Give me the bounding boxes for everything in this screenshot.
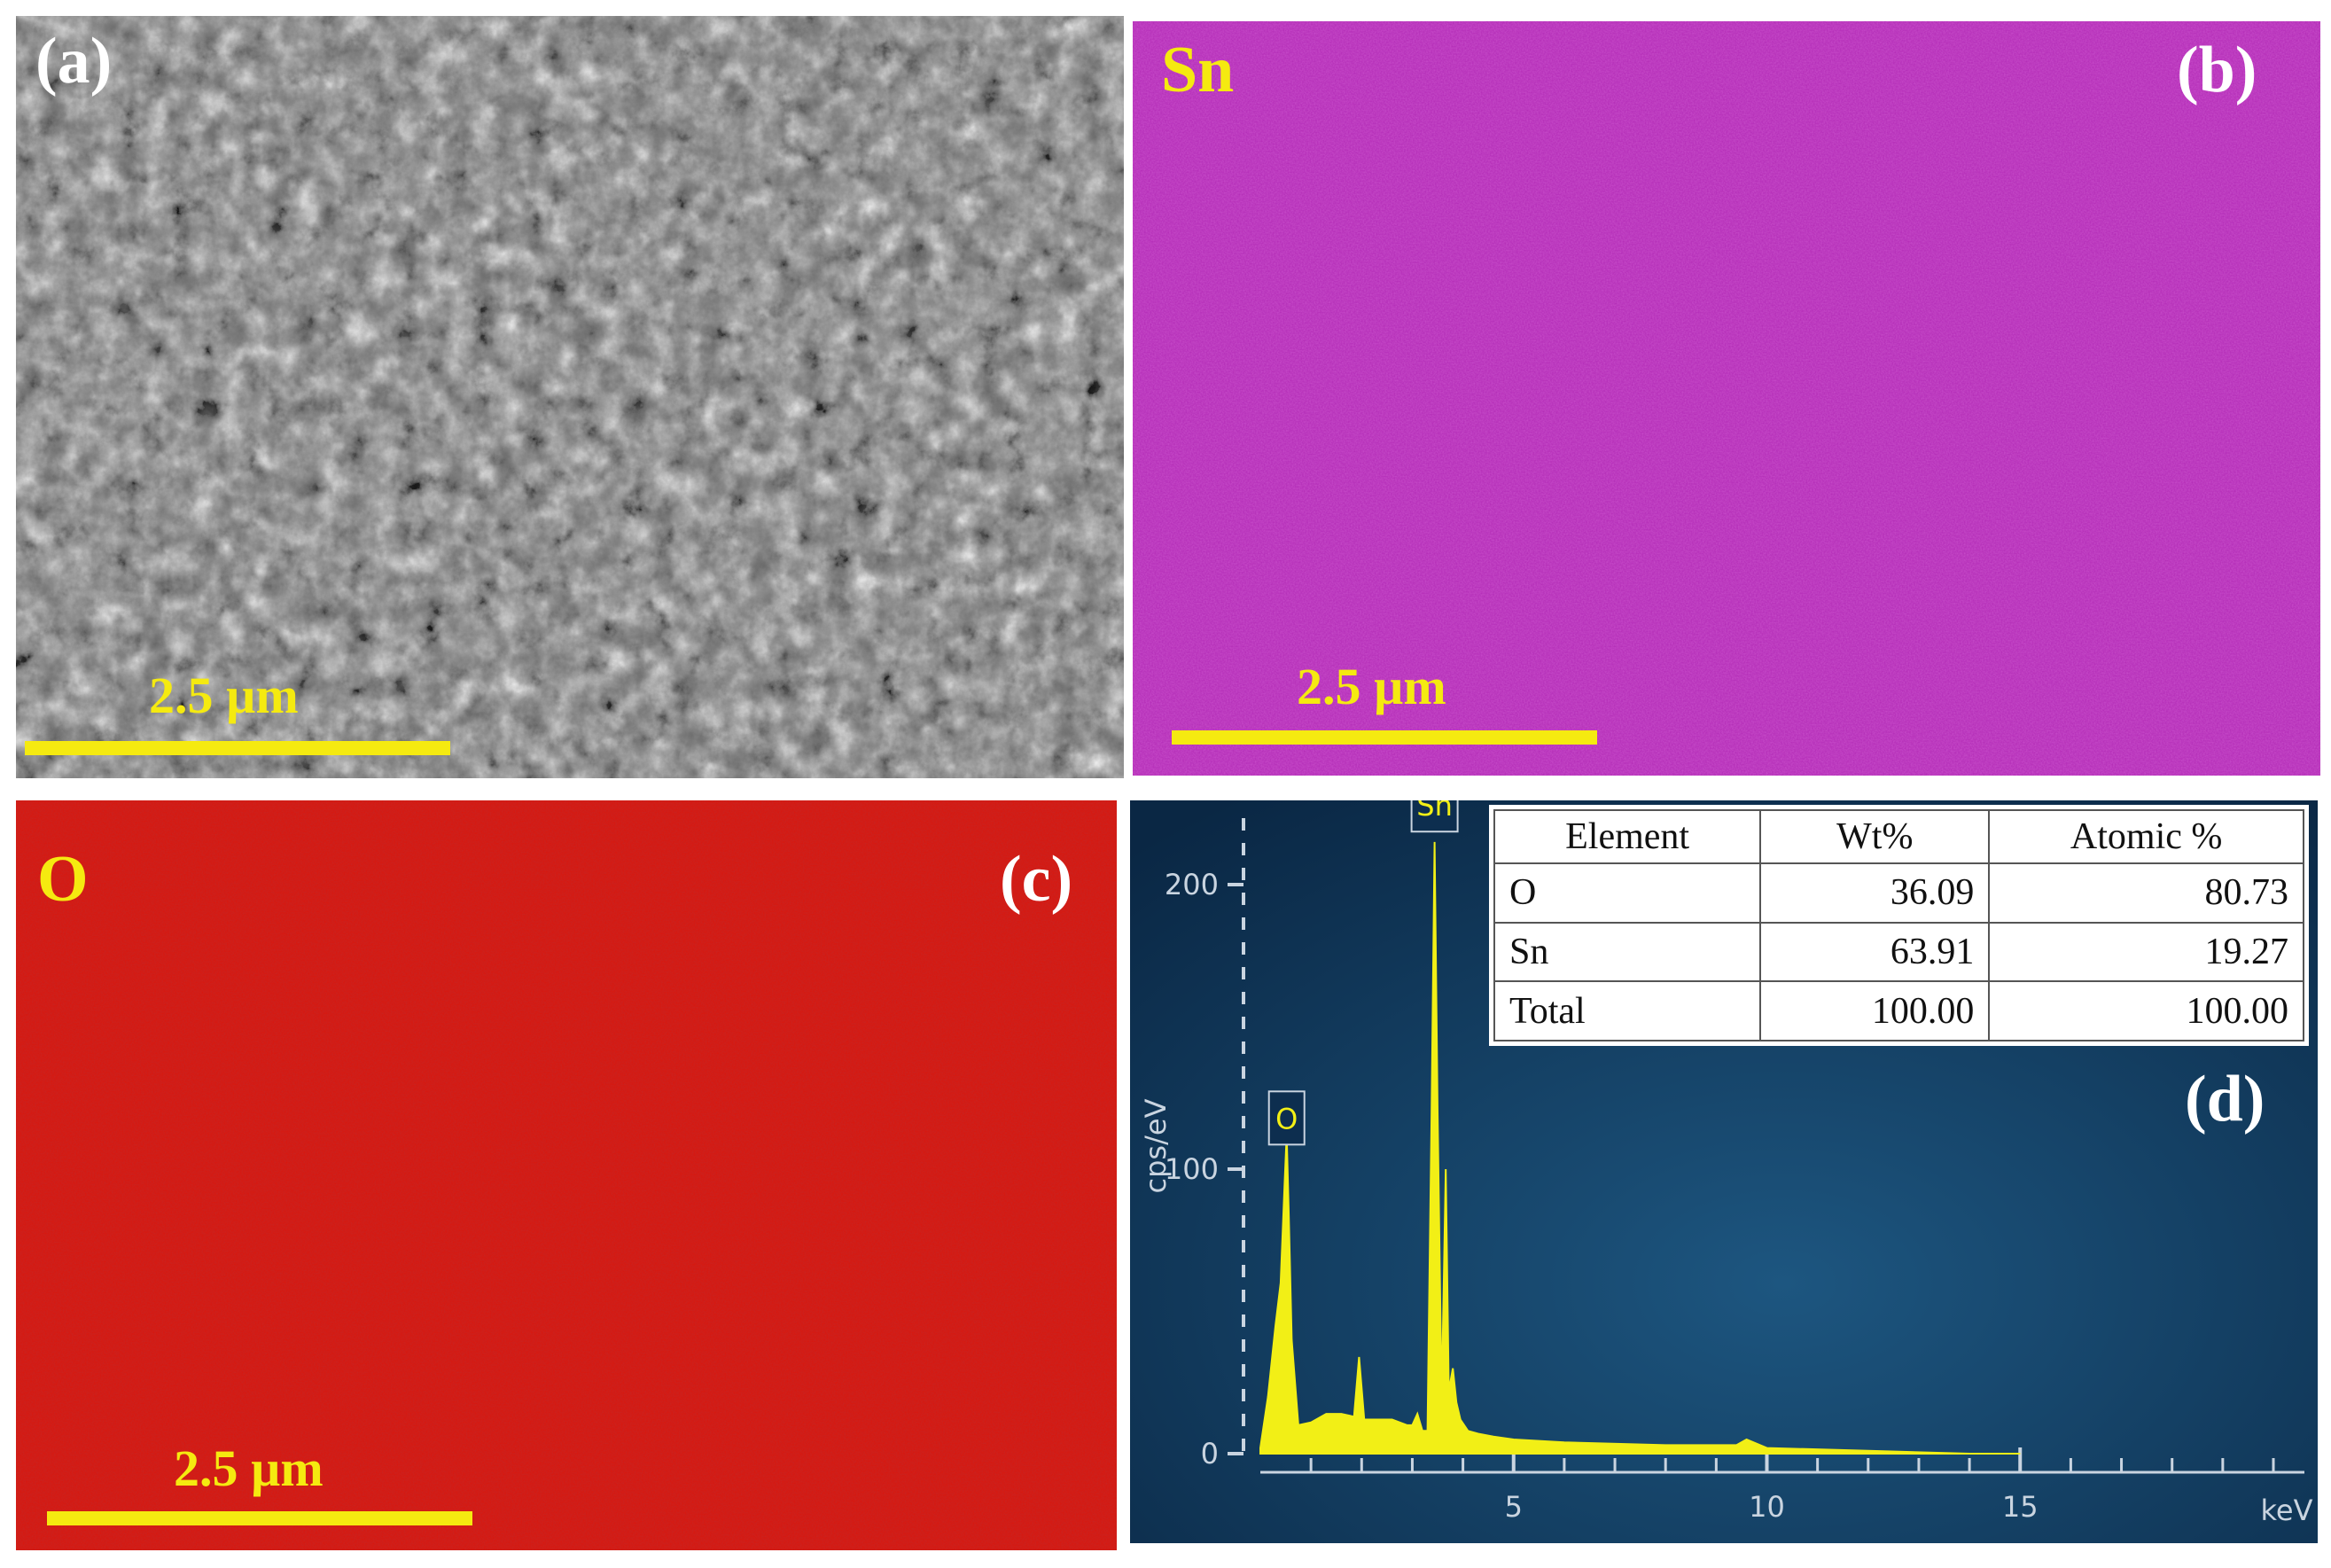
panel-d-eds-spectrum: 5 10 15 0 100 200 O Sn cps/eV keV Element Wt% … [1130, 800, 2318, 1543]
peak-label-o: O [1267, 1090, 1306, 1146]
sem-texture [16, 16, 1124, 778]
panel-c-tag: (c) [1000, 843, 1073, 916]
table-header-element: Element [1493, 809, 1762, 864]
y-tick-label: 0 [1201, 1437, 1219, 1470]
peak-label-text: O [1275, 1102, 1298, 1135]
table-cell: 80.73 [1988, 862, 2304, 924]
x-tick-label: 15 [2002, 1490, 2039, 1524]
panel-a-scale-bar [25, 741, 450, 755]
table-row: O 36.09 80.73 [1493, 862, 2304, 924]
table-row: Total 100.00 100.00 [1493, 980, 2304, 1041]
panel-c-scale-bar [47, 1511, 472, 1525]
spectrum-series [1259, 841, 2021, 1455]
eds-composition-table: Element Wt% Atomic % O 36.09 80.73 Sn 63… [1493, 809, 2304, 1041]
table-cell: Total [1493, 980, 1762, 1041]
panel-c-element-label: O [37, 843, 89, 916]
panel-b-scale-bar [1172, 730, 1597, 745]
table-row: Sn 63.91 19.27 [1493, 921, 2304, 983]
table-cell: Sn [1493, 921, 1762, 983]
y-tick-label: 100 [1165, 1152, 1219, 1186]
sn-map-texture [1133, 21, 2320, 776]
peak-label-text: Sn [1416, 800, 1453, 823]
x-tick-label: 10 [1749, 1490, 1785, 1524]
o-map-texture [16, 800, 1117, 1550]
table-cell: 19.27 [1988, 921, 2304, 983]
panel-a-sem-image: (a) 2.5 µm [16, 16, 1124, 778]
panel-b-sn-map: Sn (b) 2.5 µm [1133, 21, 2320, 776]
table-cell: 100.00 [1759, 980, 1991, 1041]
panel-c-scale-label: 2.5 µm [174, 1439, 324, 1497]
panel-b-scale-label: 2.5 µm [1297, 658, 1446, 715]
table-cell: 100.00 [1988, 980, 2304, 1041]
peak-label-sn: Sn [1410, 800, 1459, 833]
panel-a-tag: (a) [35, 25, 113, 98]
table-header-wt: Wt% [1759, 809, 1991, 864]
panel-b-element-label: Sn [1161, 34, 1235, 106]
panel-a-scale-label: 2.5 µm [149, 667, 299, 724]
panel-d-tag: (d) [2185, 1063, 2265, 1135]
panel-c-o-map: O (c) 2.5 µm [16, 800, 1117, 1550]
panel-b-tag: (b) [2177, 34, 2257, 106]
table-cell: 36.09 [1759, 862, 1991, 924]
table-header-atomic: Atomic % [1988, 809, 2304, 864]
table-cell: O [1493, 862, 1762, 924]
eds-x-axis-label: keV [2261, 1494, 2313, 1527]
y-tick-label: 200 [1165, 868, 1219, 901]
table-header-row: Element Wt% Atomic % [1493, 809, 2304, 864]
x-tick-label: 5 [1505, 1490, 1523, 1524]
table-cell: 63.91 [1759, 921, 1991, 983]
eds-y-axis-label: cps/eV [1139, 1098, 1173, 1193]
